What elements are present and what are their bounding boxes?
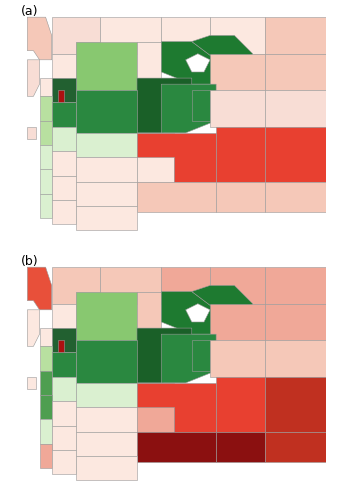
Polygon shape <box>161 267 210 304</box>
Polygon shape <box>161 42 216 84</box>
Polygon shape <box>27 267 52 310</box>
Polygon shape <box>216 127 265 182</box>
Polygon shape <box>40 395 52 419</box>
Polygon shape <box>265 127 326 182</box>
Polygon shape <box>52 426 76 450</box>
Polygon shape <box>52 267 100 304</box>
Polygon shape <box>52 102 76 127</box>
Polygon shape <box>52 377 76 401</box>
Polygon shape <box>161 292 216 334</box>
Polygon shape <box>210 17 265 54</box>
Polygon shape <box>265 54 326 90</box>
Polygon shape <box>52 328 76 352</box>
Polygon shape <box>52 352 76 377</box>
Polygon shape <box>76 340 137 383</box>
Polygon shape <box>210 267 265 304</box>
Polygon shape <box>137 292 161 328</box>
Polygon shape <box>52 17 100 54</box>
Polygon shape <box>210 304 265 341</box>
Polygon shape <box>161 17 210 54</box>
Polygon shape <box>76 157 137 182</box>
Polygon shape <box>76 206 137 231</box>
Polygon shape <box>58 340 64 352</box>
Polygon shape <box>265 432 326 462</box>
Polygon shape <box>76 90 137 133</box>
Polygon shape <box>52 304 76 328</box>
Polygon shape <box>137 432 216 462</box>
Polygon shape <box>265 17 326 54</box>
Polygon shape <box>161 84 216 133</box>
Polygon shape <box>40 170 52 194</box>
Polygon shape <box>76 432 137 456</box>
Polygon shape <box>40 370 52 395</box>
Polygon shape <box>52 176 76 200</box>
Polygon shape <box>210 90 265 127</box>
Polygon shape <box>265 304 326 341</box>
Polygon shape <box>76 133 137 157</box>
Polygon shape <box>192 90 210 120</box>
Polygon shape <box>40 78 52 96</box>
Polygon shape <box>216 182 265 212</box>
Polygon shape <box>27 377 36 389</box>
Polygon shape <box>76 182 137 206</box>
Polygon shape <box>186 54 210 72</box>
Polygon shape <box>27 127 36 139</box>
Polygon shape <box>100 267 161 304</box>
Polygon shape <box>40 194 52 218</box>
Polygon shape <box>40 145 52 170</box>
Polygon shape <box>137 78 192 133</box>
Polygon shape <box>76 383 137 407</box>
Polygon shape <box>137 42 161 78</box>
Polygon shape <box>161 334 216 383</box>
Polygon shape <box>52 54 76 78</box>
Polygon shape <box>210 340 265 377</box>
Polygon shape <box>52 127 76 151</box>
Polygon shape <box>265 340 326 377</box>
Polygon shape <box>137 383 216 432</box>
Polygon shape <box>192 286 253 322</box>
Polygon shape <box>265 90 326 127</box>
Polygon shape <box>137 383 174 432</box>
Polygon shape <box>52 450 76 474</box>
Polygon shape <box>76 407 137 432</box>
Polygon shape <box>40 444 52 468</box>
Polygon shape <box>192 340 210 370</box>
Polygon shape <box>40 420 52 444</box>
Polygon shape <box>52 401 76 425</box>
Polygon shape <box>216 377 265 432</box>
Polygon shape <box>265 377 326 432</box>
Polygon shape <box>137 182 216 212</box>
Polygon shape <box>100 17 161 54</box>
Polygon shape <box>137 133 216 182</box>
Text: (b): (b) <box>21 255 39 268</box>
Polygon shape <box>27 60 40 96</box>
Polygon shape <box>27 310 40 346</box>
Polygon shape <box>216 432 265 462</box>
Polygon shape <box>40 96 52 120</box>
Polygon shape <box>52 151 76 176</box>
Polygon shape <box>40 328 52 346</box>
Polygon shape <box>265 182 326 212</box>
Polygon shape <box>40 120 52 145</box>
Text: (a): (a) <box>21 5 39 18</box>
Polygon shape <box>192 36 253 72</box>
Polygon shape <box>265 267 326 304</box>
Polygon shape <box>137 133 174 182</box>
Polygon shape <box>76 456 137 480</box>
Polygon shape <box>52 200 76 224</box>
Polygon shape <box>210 54 265 90</box>
Polygon shape <box>52 78 76 102</box>
Polygon shape <box>58 90 64 102</box>
Polygon shape <box>186 304 210 322</box>
Polygon shape <box>76 42 137 90</box>
Polygon shape <box>27 17 52 60</box>
Polygon shape <box>137 328 192 383</box>
Polygon shape <box>40 346 52 370</box>
Polygon shape <box>76 292 137 341</box>
